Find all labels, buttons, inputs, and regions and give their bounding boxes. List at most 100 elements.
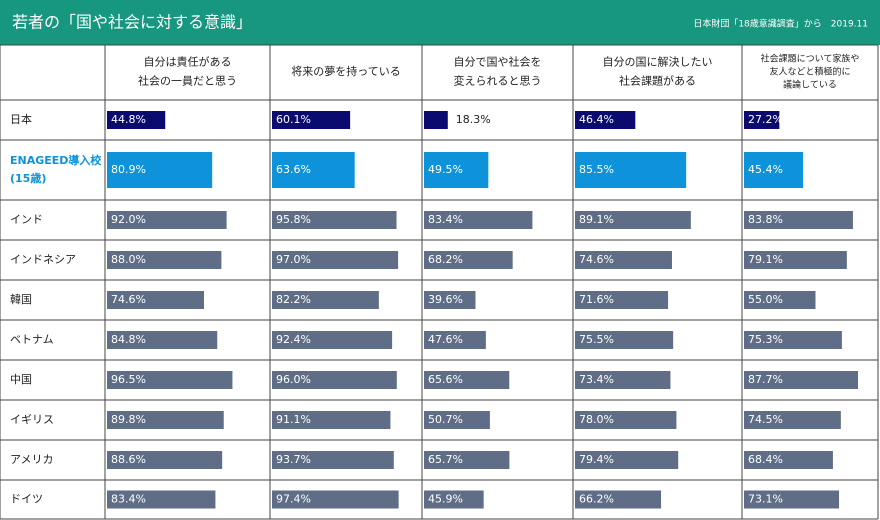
value-label: 95.8% (276, 213, 311, 226)
bar (744, 411, 841, 429)
value-label: 65.7% (428, 453, 463, 466)
bar (744, 152, 804, 188)
bar (744, 251, 847, 269)
value-label: 97.4% (276, 493, 311, 506)
value-label: 83.8% (748, 213, 783, 226)
bar (424, 211, 533, 229)
bar (424, 451, 510, 469)
bar (744, 331, 842, 349)
value-label: 60.1% (276, 113, 311, 126)
bar (272, 211, 397, 229)
bar (424, 111, 448, 129)
bar (107, 411, 224, 429)
bar (272, 111, 351, 129)
header-band (0, 0, 880, 45)
bar (424, 411, 490, 429)
row-label: 韓国 (10, 293, 32, 306)
bar (107, 490, 216, 509)
value-label: 96.5% (111, 373, 146, 386)
value-label: 83.4% (428, 213, 463, 226)
bar (744, 111, 780, 129)
column-header: 自分で国や社会を (454, 55, 542, 69)
value-label: 74.6% (579, 253, 614, 266)
row-label: ドイツ (10, 493, 43, 506)
row-label: イギリス (10, 413, 54, 426)
value-label: 91.1% (276, 413, 311, 426)
value-label: 88.0% (111, 253, 146, 266)
value-label: 44.8% (111, 113, 146, 126)
row-label: 中国 (10, 373, 32, 386)
value-label: 89.8% (111, 413, 146, 426)
bar (424, 251, 513, 269)
bar (107, 331, 218, 349)
row-label: インドネシア (10, 253, 76, 266)
bar (272, 371, 397, 389)
value-label: 97.0% (276, 253, 311, 266)
value-label: 55.0% (748, 293, 783, 306)
bar (744, 211, 853, 229)
bar (272, 251, 399, 269)
row-label: 日本 (10, 112, 32, 126)
bar (575, 211, 691, 229)
column-header: 将来の夢を持っている (291, 64, 400, 78)
value-label: 79.1% (748, 253, 783, 266)
column-header: 自分は責任がある (144, 55, 232, 69)
bar (107, 111, 166, 129)
value-label: 49.5% (428, 163, 463, 176)
value-label: 87.7% (748, 373, 783, 386)
bar (107, 251, 222, 269)
bar (575, 291, 669, 309)
bar (744, 291, 816, 309)
column-header: 変えられると思う (454, 74, 542, 88)
bar (272, 331, 393, 349)
value-label: 27.2% (748, 113, 783, 126)
value-label: 80.9% (111, 163, 146, 176)
column-header: 自分の国に解決したい (603, 55, 713, 69)
value-label: 83.4% (111, 493, 146, 506)
value-label: 84.8% (111, 333, 146, 346)
row-label: ENAGEED導入校 (10, 153, 102, 167)
bar (272, 411, 391, 429)
bar (272, 451, 394, 469)
bar (107, 451, 223, 469)
bar (272, 291, 379, 309)
value-label: 73.1% (748, 493, 783, 506)
value-label: 82.2% (276, 293, 311, 306)
value-label: 68.2% (428, 253, 463, 266)
bar (424, 331, 486, 349)
bar (424, 152, 489, 188)
bar (424, 371, 510, 389)
row-label: ベトナム (10, 333, 54, 346)
value-label: 39.6% (428, 293, 463, 306)
value-label: 74.6% (111, 293, 146, 306)
value-label: 96.0% (276, 373, 311, 386)
bar (575, 251, 672, 269)
row-label: アメリカ (10, 453, 53, 466)
bar (744, 490, 840, 509)
chart-title: 若者の「国や社会に対する意識」 (12, 13, 252, 32)
value-label: 78.0% (579, 413, 614, 426)
bar (575, 411, 677, 429)
bar (744, 451, 833, 469)
bar (424, 291, 476, 309)
bar (575, 331, 674, 349)
row-label: (15歳) (10, 171, 46, 185)
value-label: 79.4% (579, 453, 614, 466)
value-label: 47.6% (428, 333, 463, 346)
value-label: 71.6% (579, 293, 614, 306)
bar (575, 451, 679, 469)
bar (575, 371, 671, 389)
value-label: 73.4% (579, 373, 614, 386)
value-label: 46.4% (579, 113, 614, 126)
bar (272, 152, 355, 188)
value-label: 65.6% (428, 373, 463, 386)
bar (744, 371, 859, 389)
value-label: 50.7% (428, 413, 463, 426)
value-label: 85.5% (579, 163, 614, 176)
row-label: インド (10, 213, 43, 226)
bar (575, 152, 687, 188)
value-label: 45.9% (428, 493, 463, 506)
column-header: 議論している (783, 79, 837, 91)
